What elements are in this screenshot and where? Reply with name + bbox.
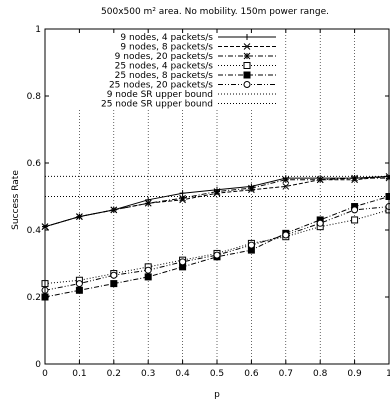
data-point (243, 71, 251, 79)
x-tick-label: 0.7 (279, 369, 293, 379)
x-tick-label: 0.1 (72, 369, 86, 379)
data-point (243, 81, 251, 88)
data-point (179, 258, 187, 266)
y-tick-label: 1 (35, 25, 41, 35)
axes: 0 0.1 0.2 0.3 0.4 0.5 0.6 0.7 0.8 0.9 1 0 0.2 0.4 0.6 0… (27, 25, 390, 379)
y-tick-label: 0.6 (27, 159, 42, 169)
data-point (213, 251, 221, 259)
y-tick-label: 0 (35, 360, 41, 370)
data-point (110, 280, 118, 288)
grid (79, 29, 355, 364)
series-lines (41, 173, 390, 301)
legend-entry: 9 nodes, 8 packets/s (120, 43, 276, 53)
data-point (316, 219, 324, 227)
data-point (282, 183, 290, 190)
legend-entry: 9 nodes, 20 packets/s (115, 52, 276, 62)
y-axis-label: Success Rate (11, 170, 21, 230)
data-point (110, 271, 118, 279)
x-axis-label: p (214, 390, 220, 400)
data-point (144, 266, 152, 274)
legend-entry: 25 nodes, 20 packets/s (109, 81, 276, 91)
legend: 9 nodes, 4 packets/s9 nodes, 8 packets/s… (101, 33, 276, 110)
data-point (75, 286, 83, 294)
series-1 (42, 173, 390, 230)
y-tick-label: 0.4 (27, 226, 42, 236)
x-tick-label: 0 (42, 369, 48, 379)
x-tick-label: 0.2 (107, 369, 121, 379)
x-tick-label: 0.4 (175, 369, 190, 379)
legend-label: 9 nodes, 20 packets/s (115, 52, 214, 62)
data-point (179, 194, 186, 202)
legend-entry: 9 nodes, 4 packets/s (120, 33, 276, 43)
data-point (244, 34, 250, 40)
data-point (351, 174, 358, 182)
data-point (243, 43, 251, 50)
data-point (316, 176, 324, 184)
data-point (351, 216, 359, 224)
legend-entry: 25 nodes, 8 packets/s (115, 71, 276, 81)
legend-background (60, 30, 280, 110)
data-point (248, 184, 255, 192)
data-point (351, 206, 359, 214)
x-tick-label: 0.5 (210, 369, 224, 379)
chart-title: 500x500 m² area. No mobility. 150m power… (101, 7, 329, 17)
data-point (76, 213, 83, 220)
data-point (144, 199, 152, 207)
legend-label: 25 nodes, 20 packets/s (109, 81, 213, 91)
legend-label: 9 nodes, 4 packets/s (120, 33, 213, 43)
legend-label: 9 nodes, 8 packets/s (120, 43, 213, 53)
x-tick-label: 0.8 (313, 369, 328, 379)
y-tick-label: 0.2 (27, 293, 41, 303)
x-tick-label: 0.6 (244, 369, 259, 379)
series-3 (41, 174, 390, 231)
data-point (247, 241, 255, 249)
data-point (243, 62, 251, 69)
legend-entry: 25 nodes, 4 packets/s (115, 62, 276, 72)
data-point (144, 273, 152, 281)
series-line (44, 175, 390, 228)
series-4 (41, 206, 390, 288)
data-point (179, 190, 186, 197)
data-point (243, 52, 251, 60)
series-6 (41, 203, 390, 294)
x-tick-label: 1 (386, 369, 390, 379)
data-point (213, 188, 221, 195)
legend-entry: 9 node SR upper bound (107, 90, 276, 100)
data-point (282, 231, 290, 239)
x-tick-label: 0.9 (347, 369, 362, 379)
data-point (75, 280, 83, 288)
legend-label: 25 nodes, 4 packets/s (115, 62, 214, 72)
legend-entry: 25 node SR upper bound (101, 100, 276, 110)
series-2 (41, 173, 390, 231)
series-line (44, 177, 389, 228)
series-5 (41, 193, 390, 301)
data-point (110, 206, 118, 214)
series-line (44, 175, 390, 228)
legend-label: 25 node SR upper bound (101, 100, 213, 110)
x-tick-label: 0.3 (141, 369, 155, 379)
y-tick-label: 0.8 (27, 92, 42, 102)
legend-label: 25 nodes, 8 packets/s (115, 71, 214, 81)
legend-label: 9 node SR upper bound (107, 90, 213, 100)
data-point (282, 176, 290, 184)
